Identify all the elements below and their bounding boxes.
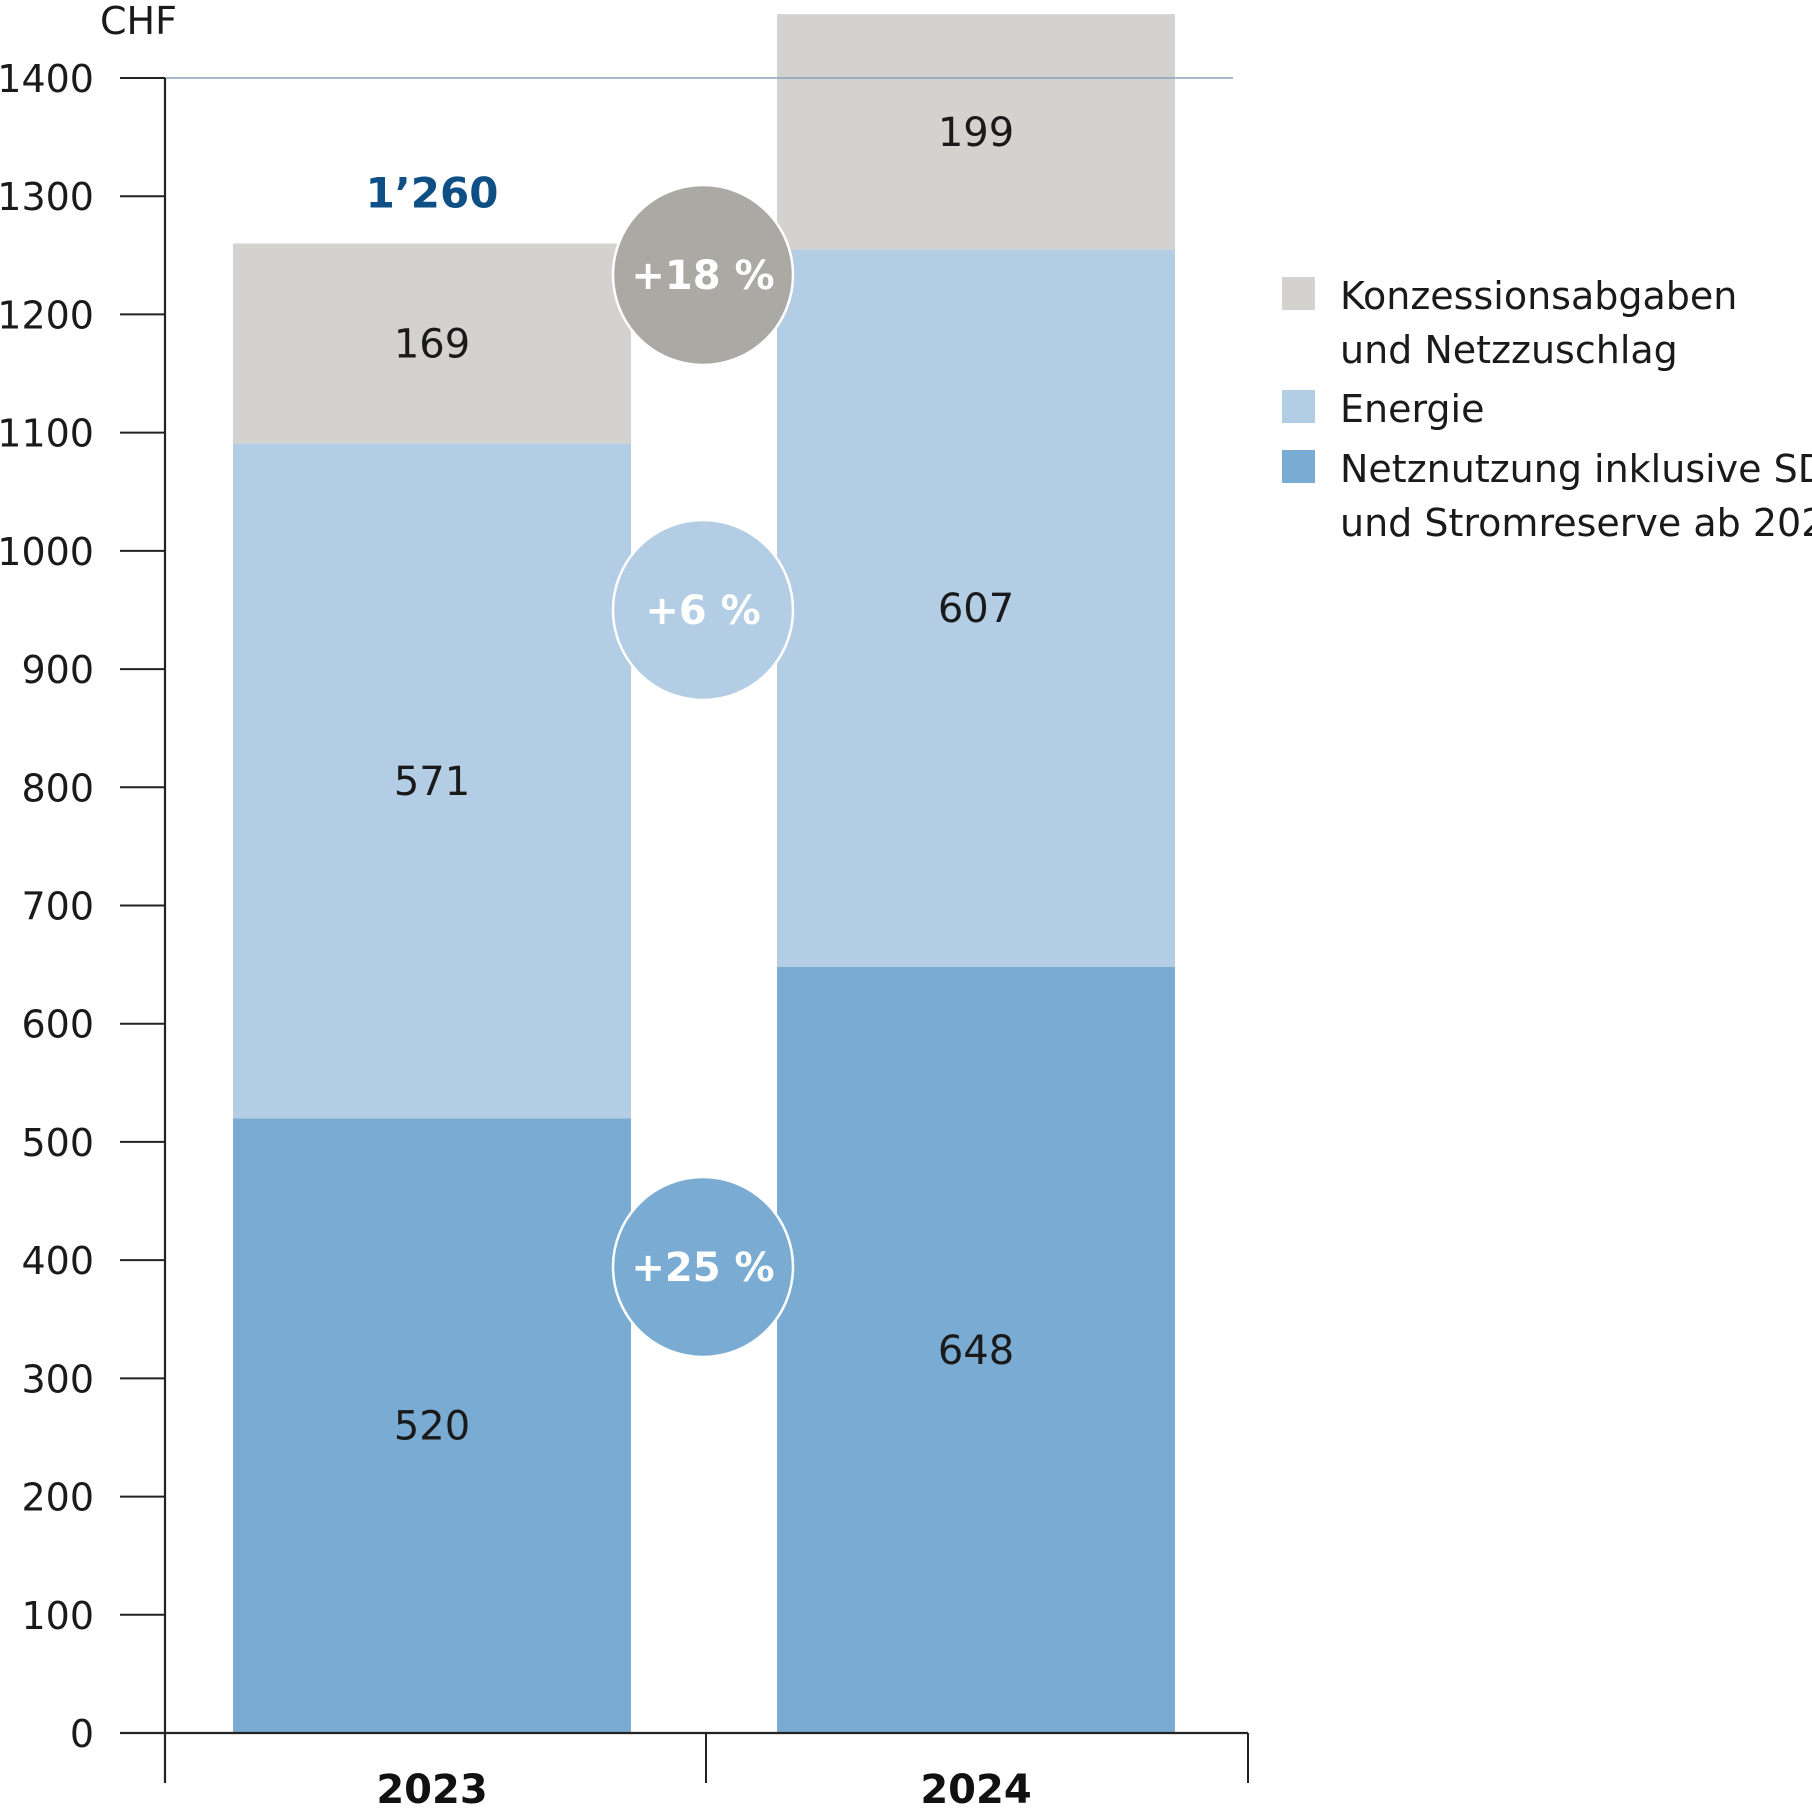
y-axis-tick-label: 0 (70, 1712, 94, 1756)
y-axis-tick-label: 700 (21, 885, 94, 929)
segment-value-label: 520 (394, 1404, 470, 1450)
segment-value-label: 571 (394, 759, 470, 805)
bar-segment-2024-1 (777, 249, 1175, 967)
y-axis-tick-label: 1000 (0, 530, 94, 574)
y-axis-tick-label: 1100 (0, 412, 94, 456)
y-axis-tick-label: 300 (21, 1357, 94, 1401)
legend-label: und Netzzuschlag (1340, 328, 1678, 372)
change-badge-circle (611, 1175, 795, 1359)
x-axis-category-label: 2024 (920, 1767, 1031, 1813)
change-badge-circle (611, 518, 795, 702)
legend-label: und Stromreserve ab 2024 (1340, 501, 1812, 545)
legend-label: Energie (1340, 387, 1485, 431)
legend-label: Netznutzung inklusive SDL (1340, 447, 1812, 491)
segment-value-label: 648 (938, 1328, 1014, 1374)
legend-label: Konzessionsabgaben (1340, 274, 1737, 318)
y-axis-tick-label: 1300 (0, 175, 94, 219)
y-axis-tick-label: 500 (21, 1121, 94, 1165)
bar-segment-2024-2 (777, 14, 1175, 250)
bar-total-label: 1’260 (366, 169, 499, 218)
bar-segment-2024-0 (777, 966, 1175, 1733)
y-axis-tick-label: 900 (21, 648, 94, 692)
segment-value-label: 607 (938, 586, 1014, 632)
bars-layer (233, 14, 1175, 1733)
x-axis-category-label: 2023 (376, 1767, 487, 1813)
bar-segment-2023-1 (233, 443, 631, 1119)
change-badge-label: +18 % (631, 253, 774, 299)
change-badge-label: +25 % (631, 1245, 774, 1291)
y-axis-tick-label: 1200 (0, 293, 94, 337)
y-axis-tick-label: 800 (21, 766, 94, 810)
legend-swatch (1282, 390, 1315, 423)
change-badge-circle (611, 183, 795, 367)
bar-segment-2023-0 (233, 1118, 631, 1733)
axes-layer: 0 100 200 300 400 500 600 700 800 900 1000 1100 1200… (0, 57, 1249, 1813)
legend: Konzessionsabgaben und Netzzuschlag Energi… (1282, 274, 1812, 545)
y-axis-tick-label: 600 (21, 1003, 94, 1047)
segment-value-label: 169 (394, 321, 470, 367)
y-axis-tick-label: 1400 (0, 57, 94, 101)
change-badges-layer: +25 % +6 % +18 % (611, 183, 795, 1359)
y-axis-tick-label: 400 (21, 1239, 94, 1283)
y-axis-tick-label: 200 (21, 1476, 94, 1520)
change-badge-label: +6 % (645, 588, 760, 634)
segment-value-label: 199 (938, 110, 1014, 156)
y-axis-unit-label: CHF (100, 0, 177, 43)
legend-swatch (1282, 277, 1315, 310)
legend-swatch (1282, 450, 1315, 483)
y-axis-tick-label: 100 (21, 1594, 94, 1638)
bar-segment-2023-2 (233, 243, 631, 444)
